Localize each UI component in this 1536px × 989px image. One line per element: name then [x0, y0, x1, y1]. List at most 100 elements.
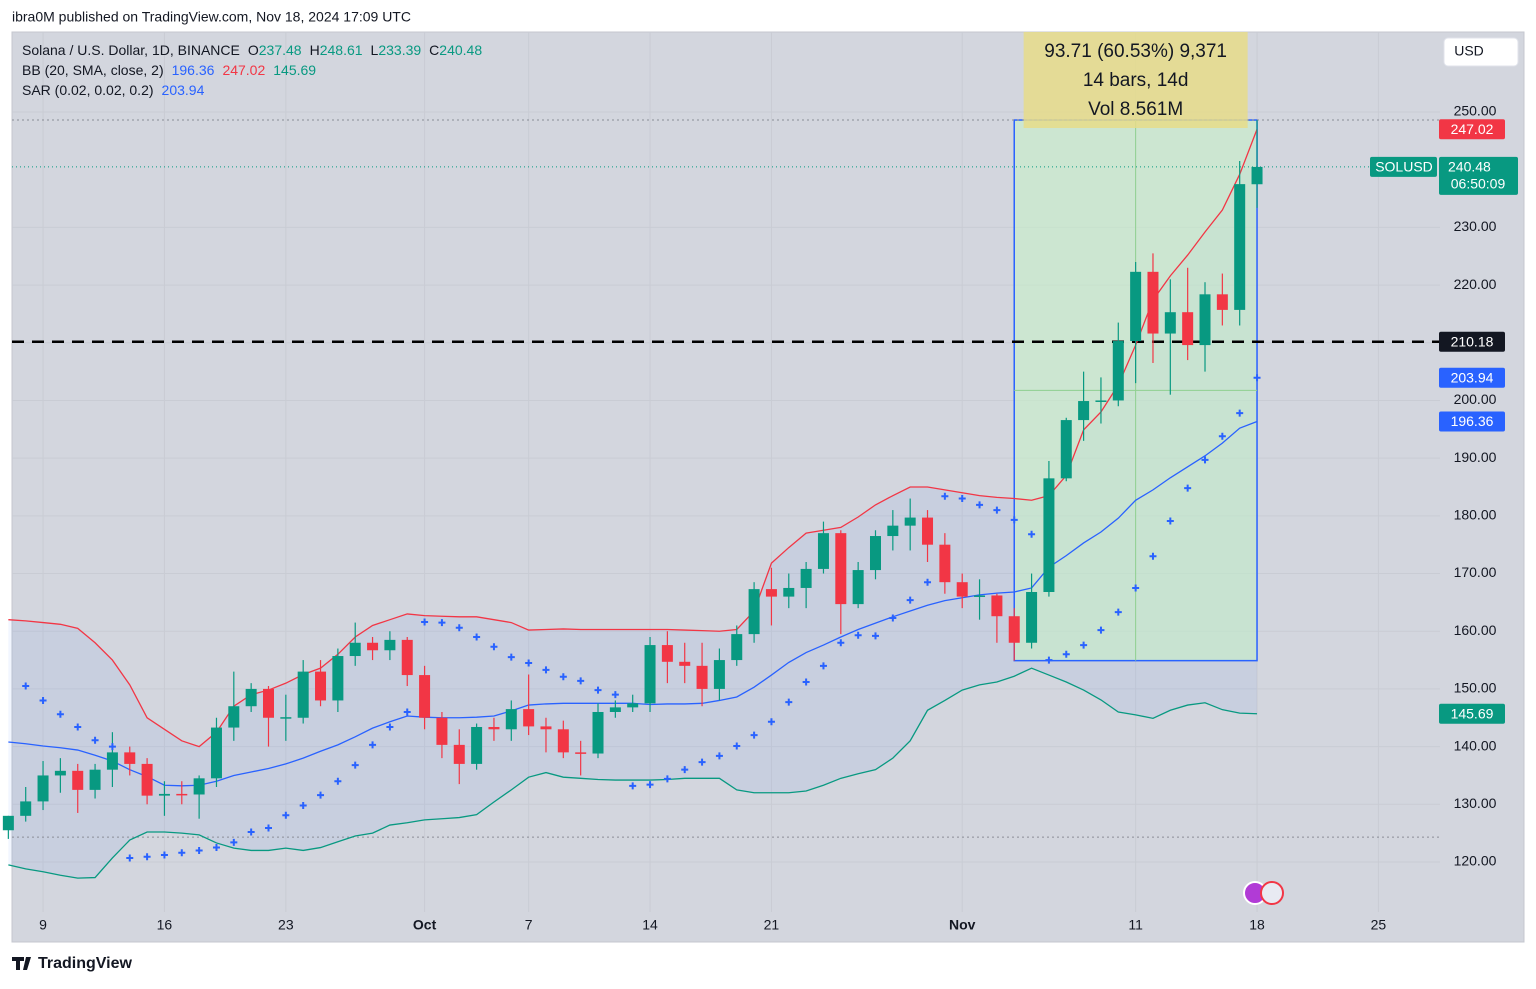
sar-dot [39, 696, 47, 704]
ohlc-label: O [248, 42, 259, 58]
sar-dot [958, 495, 966, 503]
candle-body [158, 793, 170, 796]
sar-dot [629, 782, 637, 790]
bb-line [8, 667, 1258, 879]
sar-dot [715, 752, 723, 760]
sar-dot [178, 849, 186, 857]
sar-dot [681, 766, 689, 774]
sar-dot [1149, 552, 1157, 560]
candle-body [280, 717, 292, 719]
candle-body [20, 801, 32, 816]
candle-body [887, 525, 899, 537]
sar-dot [1028, 530, 1036, 538]
candle-body [1095, 400, 1107, 402]
sar-dot [993, 506, 1001, 514]
candle-body [869, 536, 881, 571]
candle-body [106, 752, 118, 770]
sar-dot [750, 731, 758, 739]
x-tick-label: Oct [413, 917, 437, 933]
ohlc-value: 233.39 [378, 42, 421, 58]
candle-body [1060, 420, 1072, 479]
candle-body [1182, 312, 1194, 346]
candle-body [436, 717, 448, 745]
sar-dot [126, 854, 134, 862]
bb-value: 196.36 [172, 62, 215, 78]
plot-layer: 93.71 (60.53%) 9,371 14 bars, 14d Vol 8.56… [2, 32, 1440, 912]
candle-body [974, 595, 986, 597]
sar-dot [577, 677, 585, 685]
candle-body [2, 815, 14, 831]
event-icon[interactable] [1260, 881, 1284, 905]
measure-label: 14 bars, 14d [1083, 70, 1189, 91]
sar-dot [854, 631, 862, 639]
sar-dot [733, 742, 741, 750]
candle-body [783, 587, 795, 597]
candle-body [835, 533, 847, 605]
sar-dot [264, 824, 272, 832]
sar-dot [1045, 656, 1053, 664]
sar-dot [941, 492, 949, 500]
sar-dot [663, 775, 671, 783]
sar-dot [143, 853, 151, 861]
sar-dot [403, 708, 411, 716]
y-tick-label: 200.00 [1454, 391, 1497, 407]
candle-body [557, 729, 569, 753]
sar-dot [22, 682, 30, 690]
candle-body [592, 711, 604, 754]
candle-body [1078, 401, 1090, 421]
sar-dot [438, 619, 446, 627]
candle-body [523, 709, 535, 727]
candle-body [384, 639, 396, 651]
sar-dot [1236, 409, 1244, 417]
sar-dot [611, 691, 619, 699]
y-tick-label: 140.00 [1454, 737, 1497, 753]
candle-body [72, 770, 84, 790]
candle-body [748, 589, 760, 635]
candle-body [245, 688, 257, 707]
sar-dot [1201, 456, 1209, 464]
sar-dot [1184, 484, 1192, 492]
x-tick-label: 14 [642, 917, 658, 933]
sar-dot [1062, 650, 1070, 658]
candle-body [210, 727, 222, 779]
sar-dot [212, 844, 220, 852]
candle-body [627, 703, 639, 708]
sar-dot [421, 618, 429, 626]
sar-dot [1218, 432, 1226, 440]
sar-dot [160, 851, 168, 859]
mid-badge [1439, 411, 1505, 432]
sar-dot [1166, 517, 1174, 525]
bb-label: BB (20, SMA, close, 2) [22, 62, 164, 78]
candle-body [488, 726, 500, 730]
candle-body [453, 744, 465, 764]
currency-button[interactable] [1443, 37, 1519, 67]
x-tick-label: 16 [157, 917, 173, 933]
sar-dot [282, 811, 290, 819]
sar-dot [195, 846, 203, 854]
sar-dot [74, 723, 82, 731]
candle-body [540, 726, 552, 730]
currency-label: USD [1454, 43, 1484, 59]
sar-dot [1253, 374, 1261, 382]
last-badge-label: 240.48 [1448, 159, 1491, 175]
sar-dot [108, 743, 116, 751]
plot-frame [11, 31, 1525, 943]
candle-body [765, 589, 777, 597]
candle-body [956, 582, 968, 597]
level-badge [1439, 331, 1505, 352]
symbol: Solana / U.S. Dollar, 1D, BINANCE [22, 42, 240, 58]
candle-body [367, 642, 379, 651]
sar-dot [837, 639, 845, 647]
sar-dot [299, 801, 307, 809]
sar-dot [386, 723, 394, 731]
candle-body [37, 775, 49, 802]
sar-dot [247, 828, 255, 836]
candle-body [575, 752, 587, 754]
sar-dot [559, 673, 567, 681]
sar-dot [369, 741, 377, 749]
candle-body [1199, 294, 1211, 346]
candle-body [1026, 591, 1038, 643]
candle-body [731, 634, 743, 661]
sar-dot [1114, 608, 1122, 616]
candle-body [54, 770, 66, 776]
